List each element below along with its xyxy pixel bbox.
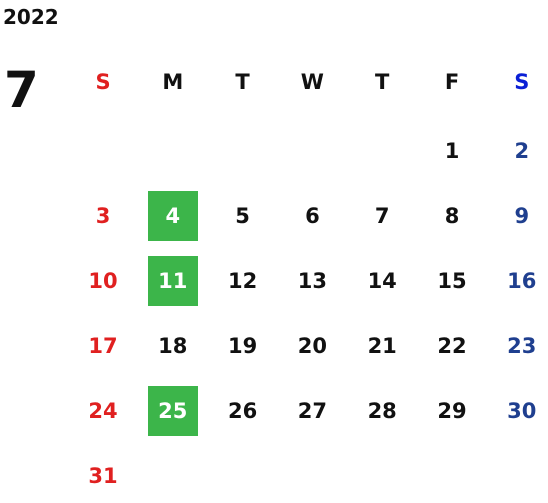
weekday-header: M [162,70,184,94]
day: 21 [367,334,397,358]
day: 9 [514,204,530,228]
day: 27 [297,399,327,423]
highlighted-day: 11 [147,256,198,306]
day: 10 [88,269,118,293]
day: 26 [227,399,258,423]
day: 22 [437,334,467,358]
day: 20 [297,334,327,358]
weekday-header: S [514,70,530,94]
highlighted-day: 4 [147,191,198,241]
day: 6 [305,204,320,228]
day: 1 [444,139,460,163]
day: 3 [95,204,111,228]
month: 7 [4,61,39,119]
day: 16 [507,269,537,293]
weekday-header: T [235,70,250,94]
weekday-header: S [95,70,111,94]
weekday-header: F [444,70,460,94]
day: 31 [88,464,118,488]
day: 28 [367,399,397,423]
weekday-header: T [375,70,390,94]
highlighted-day: 25 [147,386,198,436]
day: 5 [235,204,250,228]
day: 23 [507,334,537,358]
day: 19 [227,334,258,358]
day: 30 [507,399,537,423]
day: 7 [374,204,390,228]
day: 15 [437,269,467,293]
day: 29 [437,399,467,423]
day: 17 [88,334,118,358]
day: 24 [88,399,118,423]
weekday-header: W [300,70,324,94]
day: 2 [514,139,530,163]
year: 2022 [3,5,59,29]
day: 13 [297,269,327,293]
day: 18 [158,334,188,358]
day: 14 [367,269,397,293]
day: 12 [227,269,258,293]
day: 8 [444,204,460,228]
